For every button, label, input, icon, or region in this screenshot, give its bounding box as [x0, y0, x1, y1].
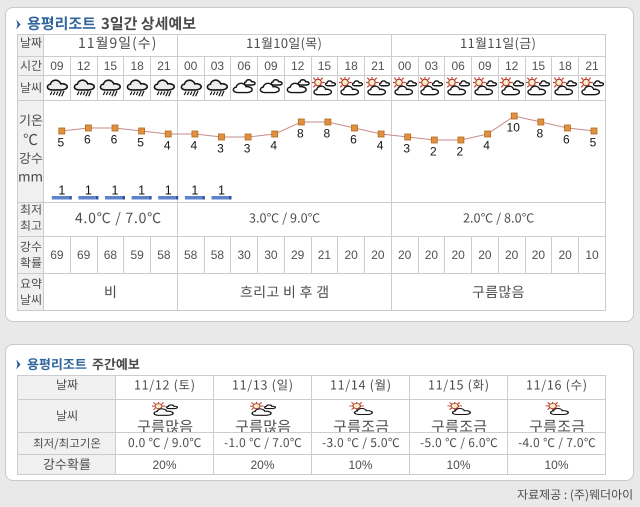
svg-text:6: 6 — [111, 133, 118, 147]
svg-text:6: 6 — [350, 133, 357, 147]
svg-text:8: 8 — [536, 127, 543, 141]
svg-text:4: 4 — [191, 139, 198, 153]
svg-text:3: 3 — [403, 142, 410, 156]
svg-text:1: 1 — [138, 184, 145, 198]
svg-text:6: 6 — [563, 133, 570, 147]
svg-text:1: 1 — [218, 184, 225, 198]
svg-text:1: 1 — [191, 184, 198, 198]
svg-text:1: 1 — [165, 184, 172, 198]
svg-text:1: 1 — [112, 184, 119, 198]
svg-text:1: 1 — [58, 184, 65, 198]
svg-text:8: 8 — [324, 127, 331, 141]
svg-text:10: 10 — [507, 121, 521, 135]
svg-text:4: 4 — [483, 139, 490, 153]
svg-text:4: 4 — [377, 139, 384, 153]
svg-text:2: 2 — [430, 145, 437, 159]
svg-text:4: 4 — [164, 139, 171, 153]
svg-text:4: 4 — [270, 139, 277, 153]
svg-text:5: 5 — [57, 136, 64, 150]
svg-text:5: 5 — [137, 136, 144, 150]
svg-text:6: 6 — [84, 133, 91, 147]
svg-text:5: 5 — [590, 136, 597, 150]
svg-text:3: 3 — [217, 142, 224, 156]
svg-text:2: 2 — [457, 145, 464, 159]
svg-text:8: 8 — [297, 127, 304, 141]
svg-text:1: 1 — [85, 184, 92, 198]
svg-text:3: 3 — [244, 142, 251, 156]
